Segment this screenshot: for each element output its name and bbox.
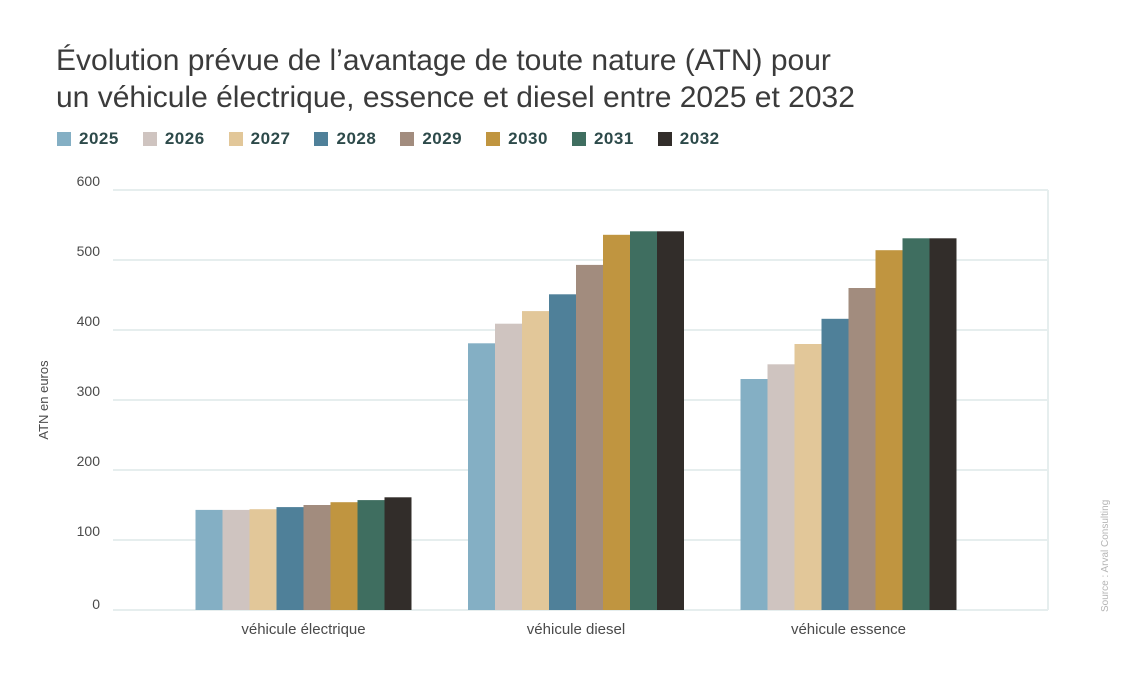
legend-swatch: [571, 132, 586, 146]
legend-item-2027: 2027: [228, 129, 291, 149]
bar-2029-1: [576, 264, 603, 610]
y-tick-label: 300: [77, 383, 101, 399]
title-line-2: un véhicule électrique, essence et diese…: [56, 81, 855, 114]
y-tick-label: 600: [77, 173, 101, 189]
y-tick-label: 400: [77, 313, 101, 329]
legend-swatch: [228, 132, 243, 146]
bar-2025-0: [195, 509, 223, 610]
bar-2030-0: [330, 502, 358, 610]
bar-2031-1: [630, 231, 657, 611]
bar-2030-2: [875, 250, 903, 610]
legend-swatch: [314, 132, 329, 146]
legend-label: 2031: [593, 129, 634, 148]
bar-2027-1: [522, 311, 549, 610]
legend-item-2030: 2030: [486, 129, 548, 149]
legend-item-2025: 2025: [57, 129, 119, 149]
bar-2026-1: [495, 323, 522, 610]
bar-2032-1: [657, 231, 684, 611]
y-tick-label: 100: [77, 523, 101, 539]
legend-swatch: [657, 132, 672, 146]
y-tick-label: 500: [77, 243, 101, 259]
legend-item-2029: 2029: [400, 129, 462, 149]
legend-label: 2030: [508, 129, 548, 148]
legend-swatch: [57, 132, 71, 146]
y-tick-label: 0: [92, 596, 100, 612]
legend-label: 2025: [79, 129, 119, 148]
bar-2030-1: [603, 234, 630, 611]
y-tick-label: 200: [77, 453, 101, 469]
legend-label: 2026: [164, 129, 205, 148]
legend-swatch: [486, 132, 501, 146]
bar-2025-2: [740, 379, 768, 610]
legend-item-2028: 2028: [314, 129, 376, 149]
bar-2031-0: [357, 500, 385, 610]
x-tick-label: véhicule diesel: [527, 621, 625, 638]
legend-label: 2029: [422, 129, 463, 148]
bar-2028-1: [549, 294, 576, 610]
bar-2028-0: [276, 507, 304, 610]
legend-item-2031: 2031: [571, 129, 634, 149]
legend-label: 2027: [250, 129, 291, 148]
legend-item-2026: 2026: [142, 129, 205, 149]
source-note: Source : Arval Consulting: [1100, 499, 1111, 612]
bar-2029-2: [848, 288, 876, 610]
bar-2029-0: [303, 505, 331, 610]
bar-2032-0: [384, 497, 412, 610]
bar-2025-1: [468, 343, 495, 610]
bar-2031-2: [902, 238, 930, 611]
x-tick-label: véhicule électrique: [241, 621, 365, 638]
chart-title: Évolution prévue de l’avantage de toute …: [56, 42, 855, 116]
bar-2026-0: [222, 509, 250, 610]
bar-2027-2: [794, 344, 822, 610]
bar-2026-2: [767, 364, 795, 610]
title-line-1: Évolution prévue de l’avantage de toute …: [56, 44, 831, 77]
legend-label: 2032: [679, 129, 720, 148]
legend-item-2032: 2032: [657, 129, 720, 149]
bar-2027-0: [249, 509, 277, 610]
bar-2032-2: [929, 238, 957, 611]
legend: 2025 2026 2027 2028 2029 2030 2031 2032: [57, 129, 744, 149]
y-axis-label: ATN en euros: [36, 360, 51, 440]
legend-swatch: [142, 132, 157, 146]
bar-2028-2: [821, 318, 849, 610]
x-tick-label: véhicule essence: [791, 621, 906, 638]
legend-label: 2028: [336, 129, 377, 148]
legend-swatch: [400, 132, 415, 146]
